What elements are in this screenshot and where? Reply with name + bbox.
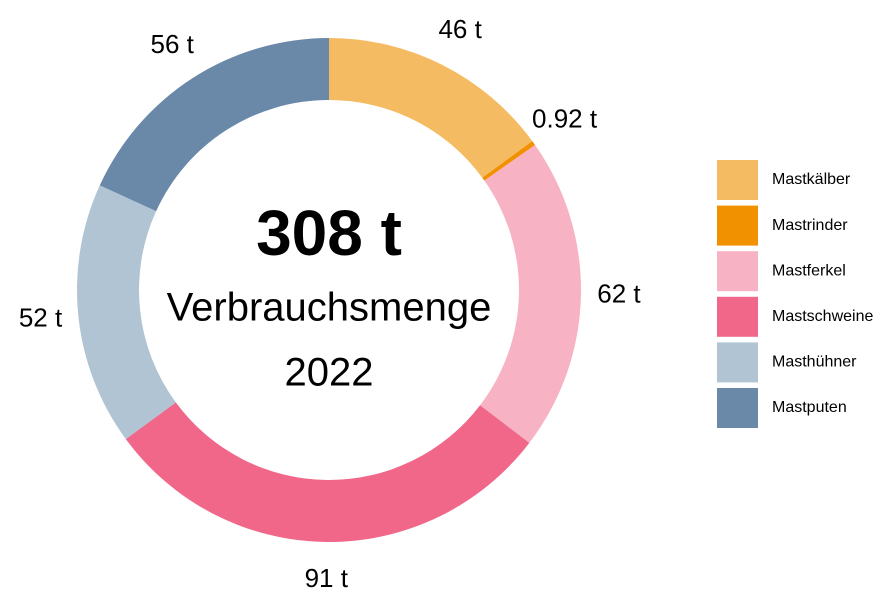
donut-segment [480,144,582,443]
value-label: 56 t [150,29,194,59]
center-label: Verbrauchsmenge [167,286,492,330]
value-label: 91 t [305,563,349,593]
legend-label: Mastferkel [772,262,846,279]
legend-label: Mastkälber [772,171,851,188]
donut-segment [77,185,176,440]
legend-swatch [717,251,758,292]
value-label: 46 t [438,14,482,44]
value-label: 62 t [597,278,641,308]
legend-swatch [717,342,758,383]
center-year: 2022 [285,351,374,395]
value-label: 0.92 t [532,104,598,134]
donut-segment [329,38,533,178]
legend-swatch [717,205,758,246]
legend-label: Mastputen [772,399,847,416]
value-label: 52 t [19,303,63,333]
donut-segment [125,402,530,542]
legend-swatch [717,160,758,200]
legend-label: Mastschweine [772,308,873,325]
legend-label: Mastrinder [772,217,848,234]
legend-swatch [717,296,758,337]
donut-segment [99,38,330,212]
legend-swatch [717,388,758,428]
legend-label: Masthühner [772,354,857,371]
donut-segment [482,141,536,181]
center-total: 308 t [256,197,402,269]
